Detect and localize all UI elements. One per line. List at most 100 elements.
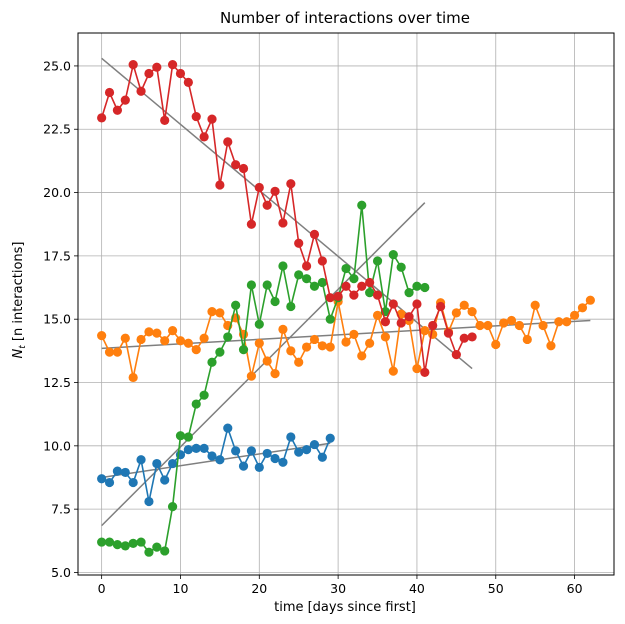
y-tick-label: 22.5	[43, 122, 71, 137]
data-point	[325, 293, 335, 303]
data-point	[254, 462, 264, 472]
data-point	[475, 320, 485, 331]
data-point	[144, 68, 154, 79]
data-point	[136, 537, 146, 547]
data-point	[246, 371, 257, 381]
y-tick-label: 10.0	[43, 438, 71, 453]
data-point	[467, 306, 477, 317]
y-tick-label: 20.0	[43, 185, 71, 200]
data-point	[215, 180, 225, 190]
data-point	[262, 200, 272, 210]
data-point	[538, 320, 548, 331]
data-point	[270, 186, 280, 196]
data-point	[144, 547, 154, 557]
data-point	[309, 334, 320, 345]
data-point	[349, 290, 359, 300]
data-point	[97, 537, 107, 547]
data-point	[372, 256, 383, 266]
data-point	[365, 288, 375, 298]
data-point	[483, 320, 493, 331]
data-point	[278, 218, 288, 228]
data-point	[286, 432, 296, 442]
plot-frame	[77, 32, 615, 576]
data-point	[120, 333, 130, 343]
trend-lines	[101, 57, 591, 527]
data-point	[167, 325, 178, 336]
data-point	[191, 111, 201, 122]
data-point	[301, 445, 312, 455]
data-point	[104, 477, 115, 488]
data-point	[136, 334, 146, 345]
data-point	[404, 288, 414, 298]
data-point	[435, 301, 446, 312]
data-point	[175, 68, 186, 79]
data-point	[286, 301, 296, 312]
data-point	[317, 452, 327, 462]
data-point	[325, 433, 335, 443]
data-point	[191, 443, 201, 453]
data-point	[420, 282, 430, 293]
data-point	[562, 317, 572, 327]
trend-line	[101, 202, 426, 527]
data-point	[380, 317, 391, 327]
data-point	[380, 332, 391, 342]
y-axis-label-unit: [n interactions]	[11, 242, 26, 346]
data-point	[357, 281, 367, 291]
data-point	[112, 105, 123, 115]
x-tick-label: 50	[488, 581, 504, 596]
data-point	[199, 333, 209, 343]
data-point	[396, 262, 406, 272]
data-point	[246, 219, 257, 229]
x-tick-label: 30	[330, 581, 346, 596]
data-point	[207, 451, 217, 461]
y-tick-label: 5.0	[51, 565, 71, 580]
data-point	[309, 229, 320, 239]
data-point	[333, 291, 343, 302]
data-point	[199, 132, 209, 142]
y-axis-label: Nt [n interactions]	[11, 242, 28, 359]
data-point	[577, 303, 588, 313]
data-point	[467, 332, 477, 342]
data-point	[365, 277, 375, 288]
data-point	[388, 250, 398, 260]
data-point	[349, 274, 359, 284]
data-point	[238, 344, 249, 355]
series	[97, 60, 477, 377]
data-point	[459, 300, 469, 310]
data-point	[357, 351, 367, 361]
data-point	[175, 336, 186, 346]
data-point	[207, 306, 217, 317]
data-point	[191, 399, 201, 409]
series	[97, 295, 595, 383]
data-point	[443, 328, 454, 338]
data-point	[223, 137, 233, 147]
data-point	[404, 312, 414, 322]
data-point	[428, 320, 438, 331]
data-point	[231, 160, 241, 170]
data-point	[223, 332, 233, 342]
data-point	[491, 339, 501, 350]
data-point	[136, 86, 146, 96]
data-point	[254, 182, 264, 193]
data-point	[254, 338, 264, 348]
data-point	[341, 281, 351, 291]
data-point	[167, 458, 178, 469]
data-point	[294, 270, 304, 280]
data-point	[569, 310, 580, 320]
data-point	[317, 277, 327, 288]
data-point	[294, 447, 304, 457]
data-point	[215, 455, 225, 465]
data-point	[325, 342, 335, 352]
y-tick-label: 12.5	[43, 375, 71, 390]
data-point	[231, 300, 241, 310]
data-point	[262, 280, 272, 290]
data-point	[412, 299, 422, 309]
y-tick-label: 25.0	[43, 58, 71, 73]
data-point	[309, 281, 320, 291]
data-point	[112, 466, 123, 476]
data-point	[270, 296, 280, 307]
data-point	[104, 537, 115, 547]
data-point	[199, 443, 209, 453]
data-point	[506, 315, 517, 326]
